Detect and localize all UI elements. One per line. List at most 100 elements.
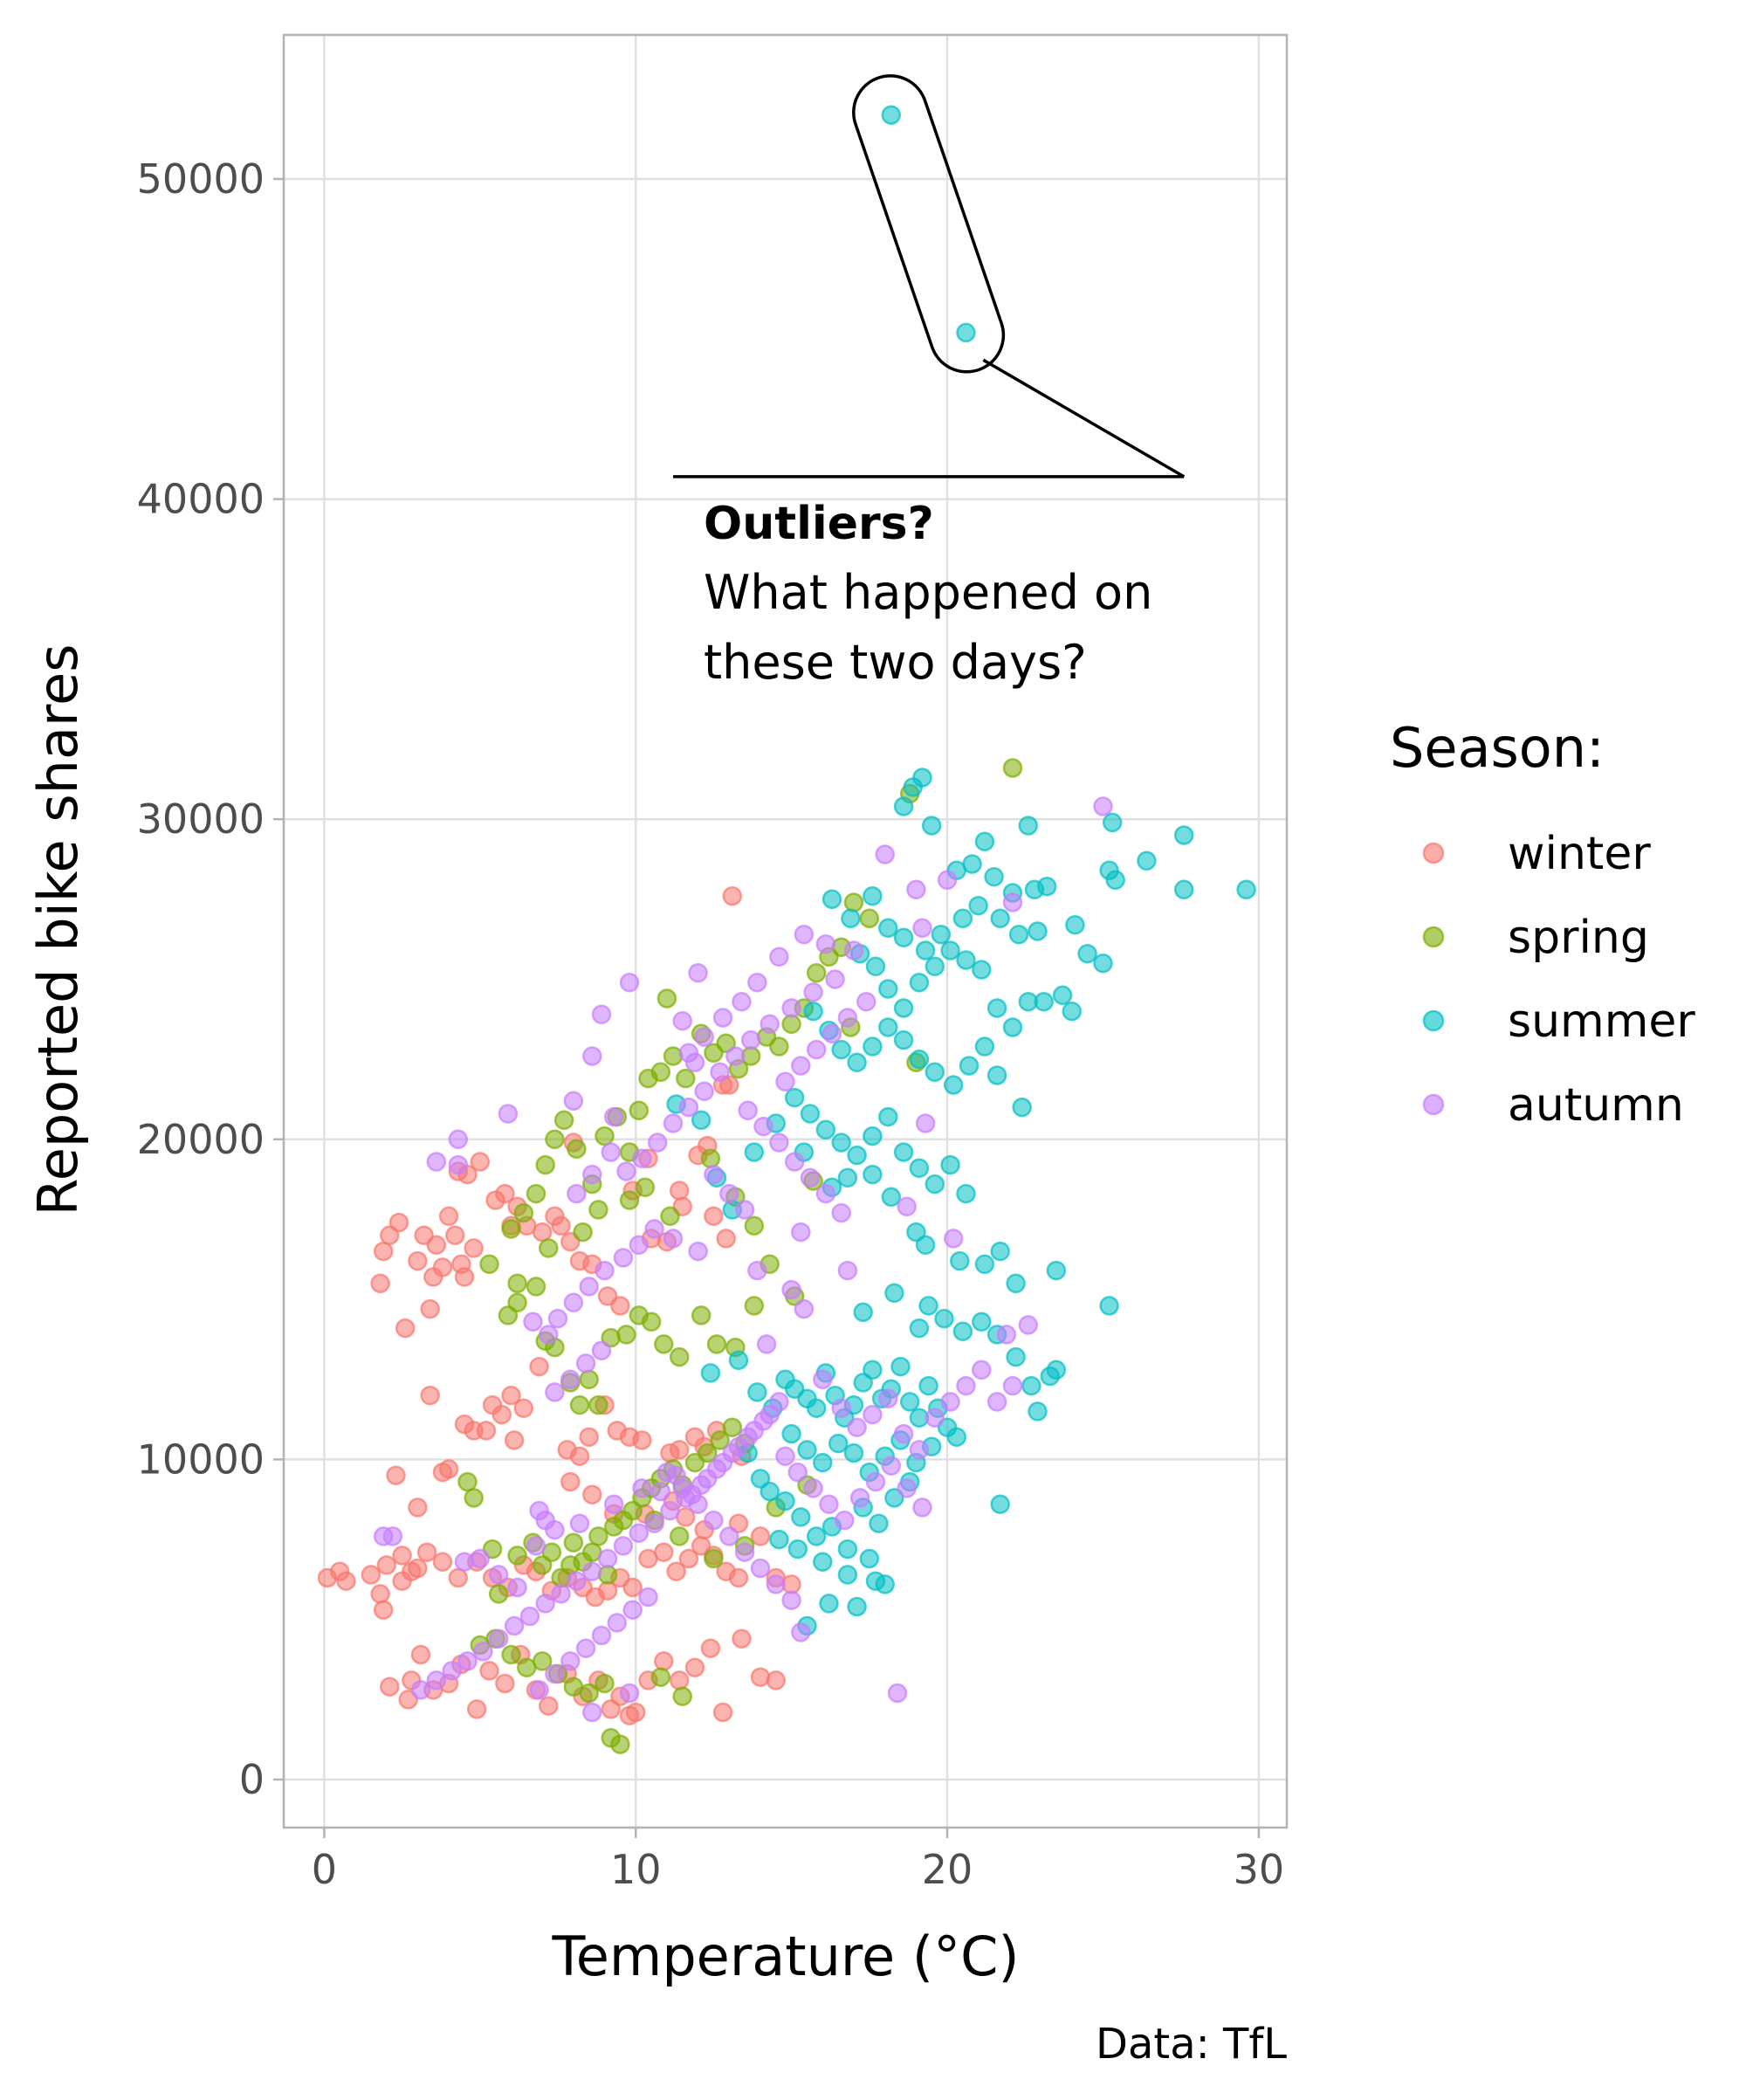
point-autumn — [694, 1027, 714, 1047]
point-winter — [445, 1225, 465, 1246]
point-spring — [588, 1200, 608, 1220]
x-tick-label: 10 — [610, 1846, 662, 1893]
point-autumn — [906, 879, 926, 900]
point-spring — [588, 1526, 608, 1546]
point-summer — [863, 1164, 883, 1185]
point-winter — [728, 1567, 749, 1588]
point-summer — [847, 1596, 867, 1617]
point-autumn — [791, 1622, 811, 1642]
point-winter — [513, 1398, 534, 1418]
point-summer — [918, 1375, 938, 1396]
point-winter — [466, 1699, 487, 1719]
point-autumn — [660, 1500, 680, 1521]
point-winter — [539, 1696, 559, 1716]
point-winter — [766, 1670, 787, 1690]
point-summer — [797, 1440, 817, 1460]
point-spring — [597, 1565, 618, 1585]
point-autumn — [744, 1421, 765, 1441]
point-autumn — [719, 1183, 739, 1204]
point-summer — [984, 866, 1004, 887]
point-spring — [498, 1305, 519, 1325]
point-spring — [660, 1206, 680, 1227]
point-summer — [990, 1241, 1010, 1262]
point-spring — [704, 1548, 724, 1569]
legend-label-winter: winter — [1508, 828, 1651, 880]
point-autumn — [815, 1183, 836, 1204]
point-autumn — [523, 1312, 543, 1332]
point-winter — [438, 1459, 459, 1479]
point-spring — [588, 1394, 608, 1415]
point-summer — [869, 1513, 889, 1533]
point-autumn — [601, 1142, 621, 1162]
point-summer — [1137, 850, 1157, 871]
point-summer — [909, 1049, 930, 1070]
point-autumn — [582, 1561, 602, 1581]
point-summer — [990, 1494, 1010, 1514]
point-autumn — [688, 1494, 708, 1514]
point-spring — [843, 892, 864, 912]
point-winter — [704, 1206, 724, 1227]
point-autumn — [650, 1481, 671, 1502]
legend: Season: winter spring summer autumn — [1390, 716, 1695, 1132]
point-spring — [526, 1183, 546, 1204]
point-summer — [813, 1452, 833, 1473]
annotation-title: Outliers? — [704, 498, 934, 550]
point-summer — [921, 816, 942, 836]
point-autumn — [426, 1152, 447, 1172]
point-autumn — [688, 962, 708, 983]
point-spring — [1002, 758, 1023, 778]
point-winter — [582, 1484, 602, 1504]
point-autumn — [738, 1100, 758, 1121]
x-tick-label: 20 — [922, 1846, 973, 1893]
point-autumn — [837, 1260, 858, 1281]
point-autumn — [856, 991, 876, 1012]
point-winter — [719, 1075, 739, 1095]
point-winter — [700, 1638, 721, 1658]
point-autumn — [1093, 796, 1113, 816]
y-tick-label: 20000 — [137, 1116, 265, 1163]
point-winter — [416, 1542, 437, 1562]
point-winter — [432, 1552, 453, 1572]
point-autumn — [815, 933, 836, 954]
point-autumn — [769, 1392, 789, 1412]
point-autumn — [791, 1222, 811, 1243]
point-summer — [1018, 816, 1039, 836]
point-autumn — [781, 998, 801, 1018]
point-winter — [750, 1667, 771, 1687]
annotation-line-2: these two days? — [704, 635, 1087, 690]
point-summer — [925, 956, 945, 977]
point-autumn — [539, 1325, 559, 1345]
point-summer — [878, 918, 898, 939]
legend-item-summer: summer — [1422, 995, 1695, 1048]
point-autumn — [507, 1577, 527, 1598]
point-summer — [831, 1133, 851, 1153]
point-summer — [878, 979, 898, 999]
point-spring — [539, 1238, 559, 1258]
point-summer — [806, 1398, 827, 1418]
point-autumn — [734, 1200, 755, 1220]
point-autumn — [560, 1651, 581, 1671]
point-summer — [863, 1360, 883, 1380]
point-autumn — [582, 1046, 602, 1066]
point-autumn — [791, 1056, 811, 1076]
point-winter — [722, 885, 743, 906]
point-autumn — [632, 1148, 652, 1169]
y-axis-title: Reported bike shares — [26, 644, 90, 1215]
point-autumn — [638, 1587, 658, 1608]
point-autumn — [488, 1565, 509, 1585]
point-autumn — [956, 1375, 976, 1396]
point-winter — [464, 1238, 484, 1258]
point-winter — [426, 1235, 447, 1256]
point-autumn — [806, 1039, 827, 1060]
point-summer — [806, 1526, 827, 1546]
point-autumn — [996, 1325, 1017, 1345]
point-spring — [744, 1296, 765, 1316]
point-summer — [1028, 1401, 1048, 1422]
point-spring — [716, 1033, 736, 1054]
point-spring — [769, 1036, 789, 1057]
point-summer — [691, 1110, 711, 1131]
point-autumn — [986, 1392, 1007, 1412]
point-summer — [1105, 870, 1125, 891]
point-spring — [650, 1062, 671, 1083]
point-autumn — [442, 1661, 462, 1681]
